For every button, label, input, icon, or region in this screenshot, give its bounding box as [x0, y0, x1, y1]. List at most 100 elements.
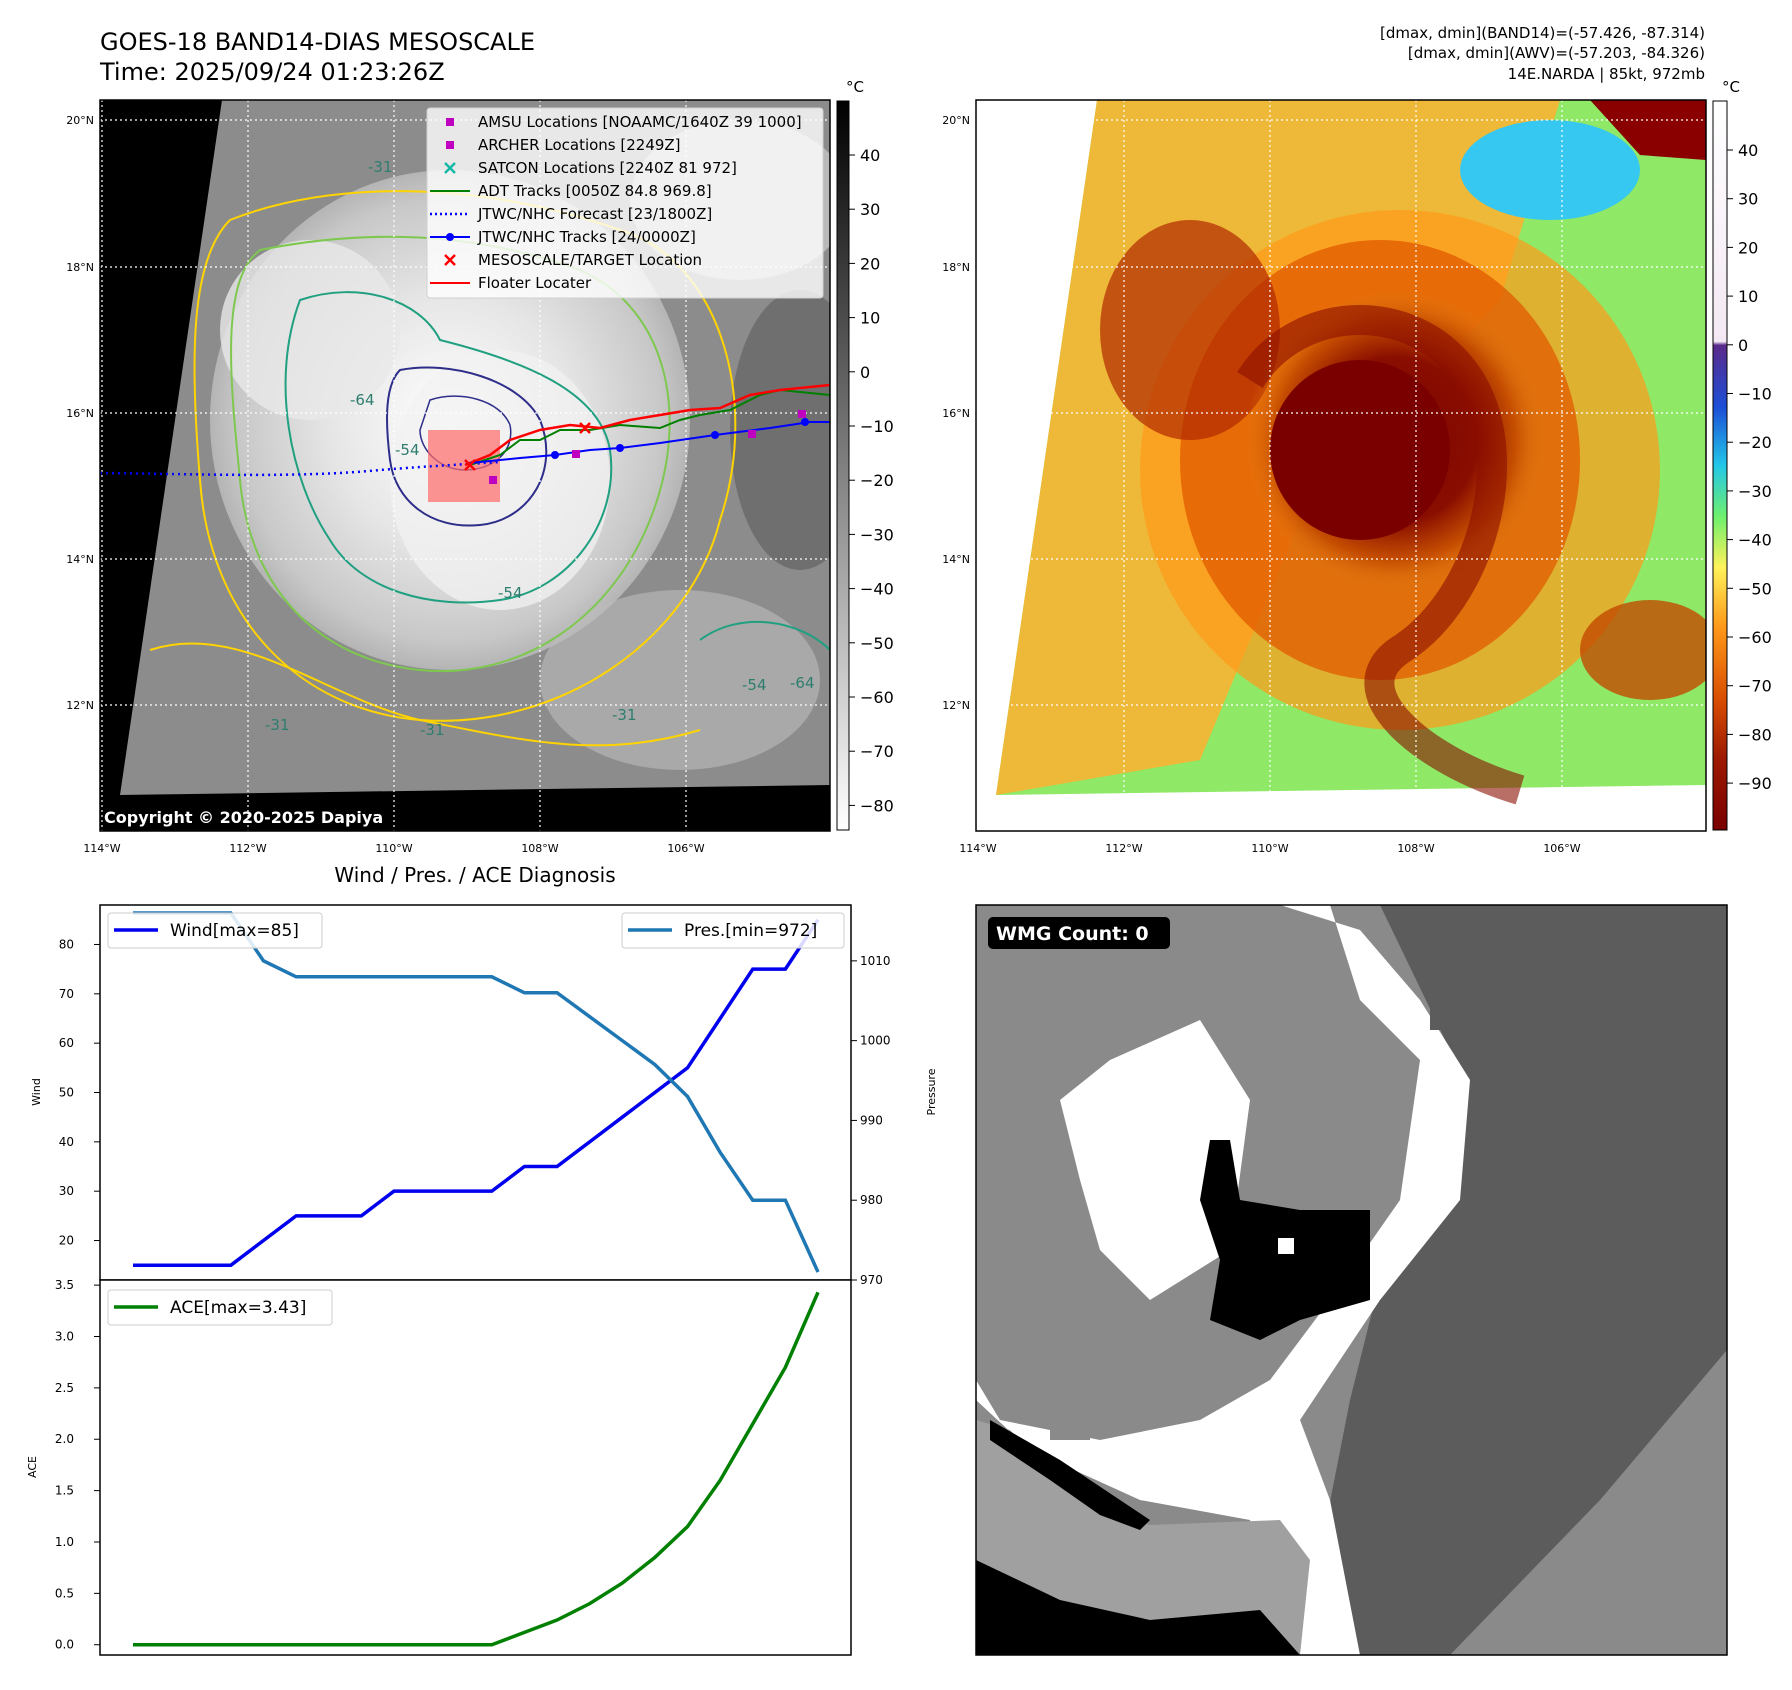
awv-colorbar-unit: °C — [1722, 78, 1740, 96]
ir-colorbar: °C 40 30 20 10 0 −10 −20 −30 −40 −50 −60 −70 −80 — [836, 78, 894, 831]
contour-label: -54 — [395, 441, 420, 459]
pressure-legend-label: Pres.[min=972] — [684, 921, 817, 941]
contour-label: -54 — [498, 584, 523, 602]
lat-tick-label: 14°N — [942, 553, 970, 566]
ir-colorbar-unit: °C — [846, 78, 864, 96]
ir-colorbar-tick-label: 40 — [860, 146, 880, 165]
lat-tick-label: 20°N — [66, 114, 94, 127]
figure-time: Time: 2025/09/24 01:23:26Z — [99, 58, 445, 86]
ace-tick-label: 1.5 — [55, 1484, 74, 1498]
awv-colorbar-tick-label: 10 — [1738, 287, 1758, 306]
ace-tick-label: 0.5 — [55, 1586, 74, 1600]
awv-colorbar-tick-label: −40 — [1738, 531, 1772, 550]
lon-tick-label: 108°W — [1397, 842, 1434, 855]
pressure-legend: Pres.[min=972] — [621, 912, 845, 949]
legend-entry-label: AMSU Locations [NOAAMC/1640Z 39 1000] — [478, 113, 802, 131]
legend-entry-label: ADT Tracks [0050Z 84.8 969.8] — [478, 182, 712, 200]
wind-series-line — [133, 918, 820, 1267]
contour-label: -54 — [742, 676, 767, 694]
pressure-tick-label: 990 — [860, 1113, 883, 1127]
stats-band14: [dmax, dmin](BAND14)=(-57.426, -87.314) — [1380, 24, 1705, 42]
lat-tick-label: 18°N — [66, 261, 94, 274]
wind-tick-label: 60 — [59, 1036, 74, 1050]
wmg-count-label: WMG Count: 0 — [996, 923, 1149, 945]
legend-entry-label: ARCHER Locations [2249Z] — [478, 136, 681, 154]
wind-tick-label: 80 — [59, 937, 74, 951]
wind-tick-label: 40 — [59, 1135, 74, 1149]
ace-legend: ACE[max=3.43] — [107, 1289, 333, 1326]
wind-tick-label: 30 — [59, 1184, 74, 1198]
wind-axis-label: Wind — [30, 1078, 43, 1106]
legend-marker-x — [444, 254, 456, 266]
awv-colorbar-tick-label: 40 — [1738, 141, 1758, 160]
lon-tick-label: 112°W — [1105, 842, 1142, 855]
lon-tick-label: 106°W — [1543, 842, 1580, 855]
awv-colorbar-tick-label: −30 — [1738, 482, 1772, 501]
legend-marker-square — [446, 118, 454, 126]
contour-label: -31 — [612, 706, 637, 724]
ace-tick-label: 2.5 — [55, 1381, 74, 1395]
copyright-label: Copyright © 2020-2025 Dapiya — [104, 808, 383, 827]
lon-tick-label: 114°W — [959, 842, 996, 855]
legend-marker-line-dot — [430, 233, 470, 241]
lon-tick-label: 110°W — [375, 842, 412, 855]
legend-marker-x — [444, 162, 456, 174]
legend-entry: ADT Tracks [0050Z 84.8 969.8] — [430, 182, 712, 200]
diagnosis-title: Wind / Pres. / ACE Diagnosis — [334, 863, 615, 887]
pressure-tick-label: 980 — [860, 1193, 883, 1207]
pressure-tick-label: 1010 — [860, 954, 891, 968]
lat-tick-label: 16°N — [66, 407, 94, 420]
awv-map[interactable] — [975, 99, 1720, 832]
legend-marker-square — [446, 141, 454, 149]
ir-map[interactable]: -31 -54 -64 -31 -54 -31 -31 -54 -64 AMSU… — [99, 99, 870, 832]
ace-legend-label: ACE[max=3.43] — [170, 1298, 306, 1318]
lon-tick-label: 110°W — [1251, 842, 1288, 855]
pressure-tick-label: 1000 — [860, 1034, 891, 1048]
ace-chart: 3.5 3.0 2.5 2.0 1.5 1.0 0.5 0.0 ACE ACE[max=3.4… — [26, 1278, 852, 1656]
lat-tick-label: 20°N — [942, 114, 970, 127]
ir-colorbar-tick-label: 30 — [860, 200, 880, 219]
lon-tick-label: 112°W — [229, 842, 266, 855]
lon-tick-label: 114°W — [83, 842, 120, 855]
ir-colorbar-tick-label: 10 — [860, 309, 880, 328]
legend-entry-label: JTWC/NHC Forecast [23/1800Z] — [477, 205, 712, 223]
wmg-panel: WMG Count: 0 — [975, 904, 1728, 1656]
awv-colorbar-tick-label: 20 — [1738, 238, 1758, 257]
legend-entry: JTWC/NHC Tracks [24/0000Z] — [430, 228, 696, 246]
awv-colorbar-tick-label: 30 — [1738, 190, 1758, 209]
ace-tick-label: 3.5 — [55, 1278, 74, 1292]
stats-awv: [dmax, dmin](AWV)=(-57.203, -84.326) — [1408, 44, 1705, 62]
contour-label: -31 — [420, 721, 445, 739]
awv-colorbar-tick-label: −10 — [1738, 385, 1772, 404]
awv-colorbar-tick-label: −80 — [1738, 725, 1772, 744]
awv-colorbar: °C 40 30 20 10 0 −10 −20 −30 −40 −50 −60 −70 −80 −90 — [1712, 78, 1772, 831]
ir-colorbar-tick-label: −50 — [860, 634, 894, 653]
ir-colorbar-tick-label: −10 — [860, 417, 894, 436]
contour-label: -64 — [790, 674, 815, 692]
wind-legend-label: Wind[max=85] — [170, 921, 299, 941]
ace-axis-label: ACE — [26, 1456, 39, 1478]
contour-label: -64 — [350, 391, 375, 409]
ir-colorbar-tick-label: −80 — [860, 796, 894, 815]
legend-entry-label: Floater Locater — [478, 274, 592, 292]
ace-tick-label: 2.0 — [55, 1432, 74, 1446]
awv-colorbar-tick-label: 0 — [1738, 336, 1748, 355]
legend-entry: AMSU Locations [NOAAMC/1640Z 39 1000] — [446, 113, 802, 131]
awv-colorbar-tick-label: −70 — [1738, 677, 1772, 696]
ir-legend: AMSU Locations [NOAAMC/1640Z 39 1000] ARC… — [426, 107, 824, 299]
legend-entry: Floater Locater — [430, 274, 592, 292]
legend-entry-label: JTWC/NHC Tracks [24/0000Z] — [477, 228, 696, 246]
lat-tick-label: 16°N — [942, 407, 970, 420]
ace-tick-label: 1.0 — [55, 1535, 74, 1549]
contour-label: -31 — [265, 716, 290, 734]
wind-pressure-chart: 80 70 60 50 40 30 20 1010 1000 990 980 970 Wind Pr… — [30, 904, 938, 1287]
wind-tick-label: 20 — [59, 1234, 74, 1248]
legend-entry: ARCHER Locations [2249Z] — [446, 136, 681, 154]
ir-colorbar-tick-label: −30 — [860, 525, 894, 544]
wind-legend: Wind[max=85] — [107, 912, 323, 949]
storm-info: 14E.NARDA | 85kt, 972mb — [1508, 65, 1705, 83]
ir-colorbar-tick-label: 20 — [860, 254, 880, 273]
wind-tick-label: 70 — [59, 987, 74, 1001]
ir-colorbar-tick-label: −70 — [860, 742, 894, 761]
legend-entry: MESOSCALE/TARGET Location — [444, 251, 702, 269]
